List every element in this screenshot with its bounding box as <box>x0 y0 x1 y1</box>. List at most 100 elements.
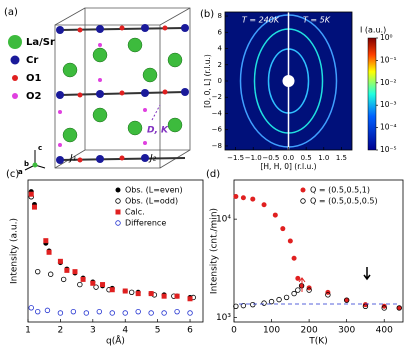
x-tick-label: −1.5 <box>227 154 244 162</box>
data-point <box>83 310 90 316</box>
x-tick-label: 100 <box>263 326 280 336</box>
data-point <box>35 268 41 275</box>
x-tick-label: 3 <box>90 326 96 336</box>
legend-marker <box>115 220 121 226</box>
cell-edges <box>54 7 191 169</box>
data-point <box>57 310 64 316</box>
colorbar-tick-label: 10⁰ <box>380 33 393 42</box>
legend-label: Obs. (L=odd) <box>125 197 178 206</box>
legend-marker <box>115 209 121 215</box>
data-point <box>343 297 350 303</box>
data-point <box>295 287 301 293</box>
y-axis-label: Intensity (a.u.) <box>10 218 20 284</box>
structure-drawing <box>24 7 191 171</box>
annotation: J₂ <box>148 154 157 164</box>
la-atoms <box>62 37 183 143</box>
legend-atom <box>12 93 18 99</box>
data-point <box>276 296 282 303</box>
beam-stop <box>282 75 295 87</box>
colorbar-tick-label: 10⁻³ <box>380 100 397 109</box>
y-tick-label: 8 <box>218 12 222 20</box>
cr-atoms <box>56 24 189 164</box>
panel-label: (b) <box>200 9 214 20</box>
data-point <box>396 305 402 311</box>
x-tick-label: 0.0 <box>283 154 294 162</box>
data-point <box>291 255 297 261</box>
legend-label: O1 <box>26 73 42 84</box>
legend-marker <box>300 187 306 193</box>
temperature-label: T = 240K <box>242 16 280 25</box>
plot-frame <box>27 179 204 323</box>
data-point <box>57 258 63 264</box>
data-point <box>109 287 115 293</box>
legend-label: Q = (0.5,0.5,0.5) <box>310 197 378 206</box>
data-point <box>240 302 247 309</box>
data-point <box>35 308 41 315</box>
data-point <box>306 287 312 293</box>
data-point <box>129 289 135 296</box>
annotation: D, K <box>147 126 169 136</box>
o1-atoms <box>77 25 168 163</box>
x-axis-label: q(Å) <box>106 335 125 346</box>
y-tick-label: −2 <box>212 93 222 101</box>
colorbar-tick-label: 10⁻¹ <box>380 55 397 64</box>
colorbar-label: I (a.u.) <box>360 26 386 35</box>
legend-label: Cr <box>26 55 38 66</box>
x-tick-label: −1.0 <box>245 154 262 162</box>
data-point <box>187 310 193 316</box>
data-point <box>46 249 52 255</box>
axis-name: c <box>38 144 42 152</box>
colorbar <box>367 37 377 151</box>
legend-marker <box>115 187 121 193</box>
legend-marker <box>115 198 121 204</box>
legend-label: Q = (0.5,0.5,1) <box>310 186 370 195</box>
x-tick-label: 200 <box>301 326 318 336</box>
data-point <box>47 271 54 277</box>
legend-label: La/Sr <box>26 37 55 48</box>
panel-label: (c) <box>6 169 19 180</box>
axis-name: a <box>18 168 23 176</box>
temperature-label: T = 5K <box>303 16 331 25</box>
data-point <box>77 281 83 288</box>
x-axis-label: T(K) <box>308 337 327 346</box>
data-point <box>233 303 239 309</box>
data-point <box>80 276 86 282</box>
data-point <box>135 291 141 297</box>
y-tick-label: −8 <box>212 142 222 150</box>
panel-label: (d) <box>206 169 220 180</box>
legend-label: O2 <box>26 91 42 102</box>
data-point <box>174 308 180 315</box>
x-tick-label: −0.5 <box>262 154 279 162</box>
y-tick-label: −6 <box>212 126 223 134</box>
data-point <box>93 284 99 290</box>
annotation: J₁ <box>68 154 77 164</box>
y-tick-label: 10⁴ <box>216 215 231 225</box>
legend-atom <box>8 35 22 49</box>
data-point <box>72 269 78 275</box>
legend-label: Calc. <box>125 208 145 217</box>
data-point <box>187 296 193 302</box>
x-tick-label: 400 <box>376 326 393 336</box>
axis-origin <box>32 162 38 168</box>
data-point <box>283 294 290 301</box>
y-axis-label: Intensity (cnt./min) <box>210 208 220 294</box>
data-point <box>60 276 67 283</box>
data-point <box>90 280 96 286</box>
data-point <box>100 282 106 288</box>
colorbar-tick-label: 10⁻⁴ <box>380 123 397 132</box>
data-point <box>261 202 267 208</box>
data-point <box>28 305 34 311</box>
x-tick-label: 300 <box>338 326 355 336</box>
data-point <box>161 310 167 316</box>
x-tick-label: 0.5 <box>301 154 312 162</box>
legend-marker <box>300 198 306 204</box>
y-axis-label: [0, 0, L] (r.l.u.) <box>203 54 212 108</box>
data-point <box>240 195 246 201</box>
x-tick-label: 1.0 <box>318 154 329 162</box>
y-tick-label: 6 <box>218 28 223 36</box>
data-point <box>381 305 387 311</box>
y-tick-label: 10³ <box>216 313 231 323</box>
data-point <box>344 297 350 303</box>
